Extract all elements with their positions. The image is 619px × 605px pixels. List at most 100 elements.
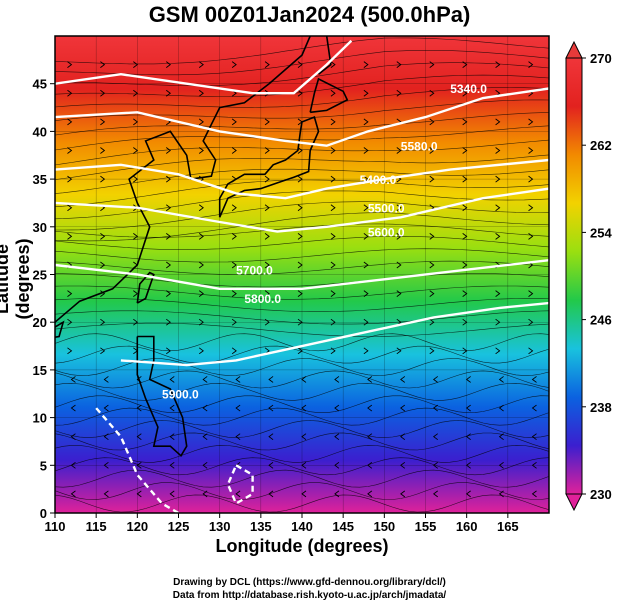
y-tick-label: 35 <box>33 172 47 187</box>
coastline <box>136 271 155 304</box>
wind-arrow <box>330 347 336 355</box>
wind-arrow <box>528 290 534 297</box>
wind-arrow <box>264 261 270 269</box>
wind-arrow <box>429 347 435 355</box>
y-tick-label: 5 <box>40 458 47 473</box>
wind-arrow <box>67 118 73 126</box>
wind-arrow <box>70 490 76 498</box>
colorbar-tick-label: 270 <box>590 51 612 66</box>
wind-arrow <box>100 290 106 297</box>
wind-arrow <box>330 61 336 68</box>
wind-arrow <box>67 89 73 97</box>
wind-arrow <box>231 61 237 68</box>
x-tick-label: 165 <box>497 519 519 534</box>
wind-arrow <box>165 232 172 240</box>
wind-arrow <box>202 376 208 383</box>
wind-arrow <box>396 261 402 269</box>
wind-arrow <box>169 433 175 441</box>
wind-arrow <box>198 290 204 297</box>
wind-arrow <box>334 376 340 383</box>
colorbar-tick-label: 254 <box>590 225 612 240</box>
wind-arrow <box>429 261 435 269</box>
wind-arrow <box>367 433 373 441</box>
wind-arrow <box>363 89 369 97</box>
wind-arrow <box>330 118 336 126</box>
y-axis-ticks: 0 5 10 15 20 25 30 35 40 45 <box>33 77 55 521</box>
wind-arrow <box>100 118 106 126</box>
wind-arrow <box>264 61 270 68</box>
wind-arrow <box>100 89 106 97</box>
wind-arrow <box>231 261 237 269</box>
wind-arrow <box>268 490 274 498</box>
y-tick-label: 15 <box>33 363 47 378</box>
wind-arrow <box>528 347 534 355</box>
wind-arrow <box>103 376 109 383</box>
wind-arrow <box>235 376 241 383</box>
x-axis-label: Longitude (degrees) <box>215 536 389 556</box>
wind-arrow <box>429 118 435 126</box>
wind-arrow <box>363 347 369 355</box>
wind-arrow <box>330 261 336 269</box>
wind-arrow <box>264 204 270 212</box>
wind-arrow <box>198 347 204 355</box>
wind-arrow <box>67 347 73 355</box>
colorbar-tick-label: 246 <box>590 313 612 328</box>
wind-arrow <box>70 376 76 383</box>
wind-arrow <box>198 261 204 269</box>
wind-arrow <box>432 376 439 383</box>
wind-arrow <box>432 433 439 441</box>
wind-arrow <box>528 232 534 240</box>
wind-arrow <box>268 376 274 383</box>
wind-arrow <box>498 404 504 412</box>
wind-arrow <box>495 290 501 297</box>
wind-arrow <box>334 490 340 498</box>
colorbar-body <box>565 57 583 495</box>
wind-arrow <box>202 490 208 498</box>
wind-arrow <box>528 204 534 212</box>
wind-arrow <box>103 404 109 412</box>
x-tick-label: 115 <box>86 519 107 534</box>
wind-arrow <box>264 232 270 240</box>
colorbar-top-arrow <box>565 40 583 59</box>
y-tick-label: 30 <box>33 220 47 235</box>
contour-label: 5340.0 <box>450 82 487 96</box>
coastline <box>55 320 65 338</box>
contour-label: 5400.0 <box>360 173 397 187</box>
wind-arrow <box>231 118 237 126</box>
wind-arrow <box>363 261 369 269</box>
wind-arrow <box>528 118 534 126</box>
y-tick-label: 40 <box>33 124 47 139</box>
wind-arrow <box>396 290 402 297</box>
coastline <box>309 77 349 114</box>
wind-arrow <box>231 232 237 240</box>
y-tick-label: 25 <box>33 268 47 283</box>
contour-line <box>55 39 353 95</box>
wind-arrow <box>400 404 406 412</box>
wind-arrow <box>432 490 439 498</box>
wind-arrow <box>198 232 204 240</box>
wind-arrow <box>235 433 241 441</box>
wind-arrow <box>429 61 435 68</box>
coastline <box>218 116 320 218</box>
wind-arrow <box>367 376 373 383</box>
wind-arrow <box>396 147 402 154</box>
x-tick-label: 150 <box>373 519 395 534</box>
contour-line <box>226 464 254 506</box>
wind-arrow <box>531 490 537 498</box>
y-tick-label: 45 <box>33 77 47 92</box>
contour-line <box>120 301 549 367</box>
wind-arrow <box>198 61 204 68</box>
wind-arrow <box>330 89 336 97</box>
x-tick-label: 140 <box>291 519 313 534</box>
x-tick-label: 125 <box>168 519 190 534</box>
y-axis-label: Latitude (degrees) <box>0 238 33 320</box>
x-tick-label: 110 <box>45 519 66 534</box>
wind-arrow <box>528 61 534 68</box>
wind-arrow <box>429 147 435 154</box>
wind-arrow <box>330 232 336 240</box>
chart-title: GSM 00Z01Jan2024 (500.0hPa) <box>148 2 471 27</box>
wind-arrow <box>367 490 373 498</box>
coastline <box>55 36 311 323</box>
wind-arrow <box>231 147 237 154</box>
